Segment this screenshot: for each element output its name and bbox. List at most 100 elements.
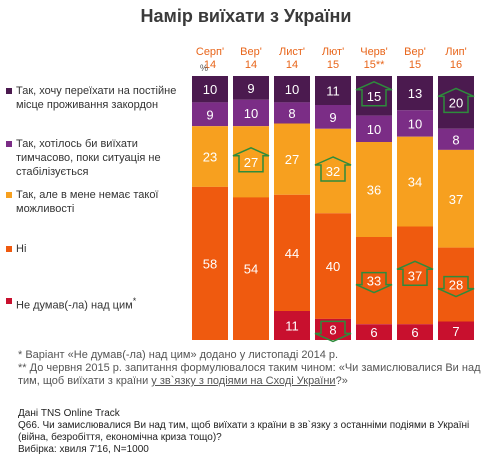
category-label: Лют' 15 [322,46,344,71]
question-text: Q66. Чи замислювалися Ви над тим, щоб ви… [18,420,470,443]
bar-segment-no [233,197,269,340]
segment-value-label: 8 [452,132,459,147]
legend-item-permanent: Так, хочу переїхати на постійне місце пр… [6,84,188,112]
bar-segment-not-thought [397,324,433,340]
segment-value-label: 27 [285,152,299,167]
segment-value-label: 54 [244,262,258,277]
footnote-2: ** До червня 2015 р. запитання формулюва… [18,362,488,388]
bar-segment-no-opportunity [274,123,310,195]
legend-item-temporary: Так, хотілось би виїхати тимчасово, поки… [6,137,188,179]
segment-value-label: 37 [449,192,463,207]
sample-info: Вибірка: хвиля 7'16, N=1000 [18,444,149,455]
arrow-up-icon [232,146,270,173]
bar-segment-temporary [192,102,228,127]
segment-value-label: 37 [408,268,422,283]
stacked-bar-chart: Серп' 14 Вер' 14 Лист' 14 Лют' 15 Черв' 15** Вер' 1… [192,46,475,343]
legend-swatch-no-opportunity [6,192,12,198]
segment-value-label: 44 [285,246,299,261]
segment-value-label: 28 [449,278,463,293]
bar-segment-temporary [438,128,474,150]
legend-swatch-temporary [6,141,12,147]
segment-value-label: 11 [326,84,340,99]
segment-value-label: 20 [449,95,463,110]
segment-value-label: 10 [203,82,217,97]
segment-value-label: 8 [288,106,295,121]
footnote-1: * Варіант «Не думав(-ла) над цим» додано… [18,349,339,361]
segment-value-label: 8 [329,322,336,337]
bars [192,76,474,340]
source-block: Дані TNS Online Track Q66. Чи замислювал… [18,408,488,456]
segment-value-label: 13 [408,86,422,101]
bar-segment-not-thought [356,324,392,340]
legend-item-not-thought: Не думав(-ла) над цим* [6,294,188,313]
category-label: Черв' 15** [360,46,388,71]
arrow-up-icon [437,87,475,114]
bar-segment-permanent [192,76,228,103]
legend-asterisk: * [132,296,137,306]
segment-value-label: 7 [452,324,459,339]
segment-value-label: 33 [367,274,381,289]
segment-labels: 10 9 23 58 9 10 27 54 10 8 27 44 11 11 9 32 40 8 15 10 36 33 6… [203,81,463,340]
category-label: Вер' 15 [404,46,426,71]
legend-item-no: Ні [6,242,188,256]
bar-segment-no [274,194,310,311]
segment-value-label: 9 [247,81,254,96]
segment-value-label: 11 [285,319,299,334]
bar-segment-permanent [315,76,351,105]
segment-value-label: 32 [326,164,340,179]
arrow-down-icon [314,320,352,343]
bar-segment-temporary [397,110,433,137]
segment-value-label: 15 [367,89,381,104]
segment-value-label: 40 [326,259,340,274]
legend-label: Ні [16,243,27,255]
bar-segment-not-thought [315,318,351,340]
bar-segment-temporary [233,99,269,127]
change-arrows [232,80,475,343]
footnote-2-end: ?» [335,375,348,387]
bar-segment-temporary [315,105,351,129]
segment-value-label: 36 [367,183,381,198]
arrow-up-icon [396,260,434,287]
legend-label: Так, але в мене немає такої можливості [16,189,159,215]
arrow-down-icon [437,275,475,298]
category-label: Серп' 14 [196,46,224,71]
category-label: Лист' 14 [279,46,305,71]
segment-value-label: 6 [411,325,418,340]
bar-segment-permanent [274,76,310,103]
segment-value-label: 10 [367,122,381,137]
source-name: Дані TNS Online Track [18,408,120,419]
unit-label: % [200,63,208,73]
legend-label: Не думав(-ла) над цим [16,299,133,312]
segment-value-label: 9 [329,110,336,125]
footnote-2-text: ** До червня 2015 р. запитання формулюва… [18,362,481,387]
category-labels: Серп' 14 Вер' 14 Лист' 14 Лют' 15 Черв' 15** Вер' 1… [196,46,467,71]
legend-label: Так, хочу переїхати на постійне місце пр… [16,85,177,111]
bar-segment-temporary [356,115,392,142]
segment-value-label: 10 [408,117,422,132]
category-label: Вер' 14 [240,46,262,71]
segment-value-label: 34 [408,175,422,190]
legend-label: Так, хотілось би виїхати тимчасово, поки… [16,138,161,178]
footnote-2-underlined: у зв`язку з подіями на Сході України [151,375,336,387]
bar-segment-permanent [233,76,269,100]
segment-value-label: 10 [285,82,299,97]
bar-segment-no [315,213,351,319]
legend-item-no-opportunity: Так, але в мене немає такої можливості [6,188,188,216]
segment-value-label: 6 [370,325,377,340]
segment-value-label: 27 [244,155,258,170]
legend-swatch-not-thought [6,298,12,304]
bar-segment-not-thought [274,311,310,340]
bar-segment-no [192,186,228,340]
arrow-up-icon [314,156,352,182]
legend-swatch-permanent [6,88,12,94]
segment-value-label: 23 [203,150,217,165]
bar-segment-no-opportunity [438,149,474,248]
bar-segment-temporary [274,102,310,124]
segment-value-label: 9 [206,107,213,122]
bar-segment-not-thought [438,321,474,340]
bar-segment-permanent [397,76,433,111]
bar-segment-no-opportunity [397,136,433,227]
segment-value-label: 10 [244,106,258,121]
category-label: Лип' 16 [445,46,466,71]
bar-segment-no-opportunity [192,126,228,187]
